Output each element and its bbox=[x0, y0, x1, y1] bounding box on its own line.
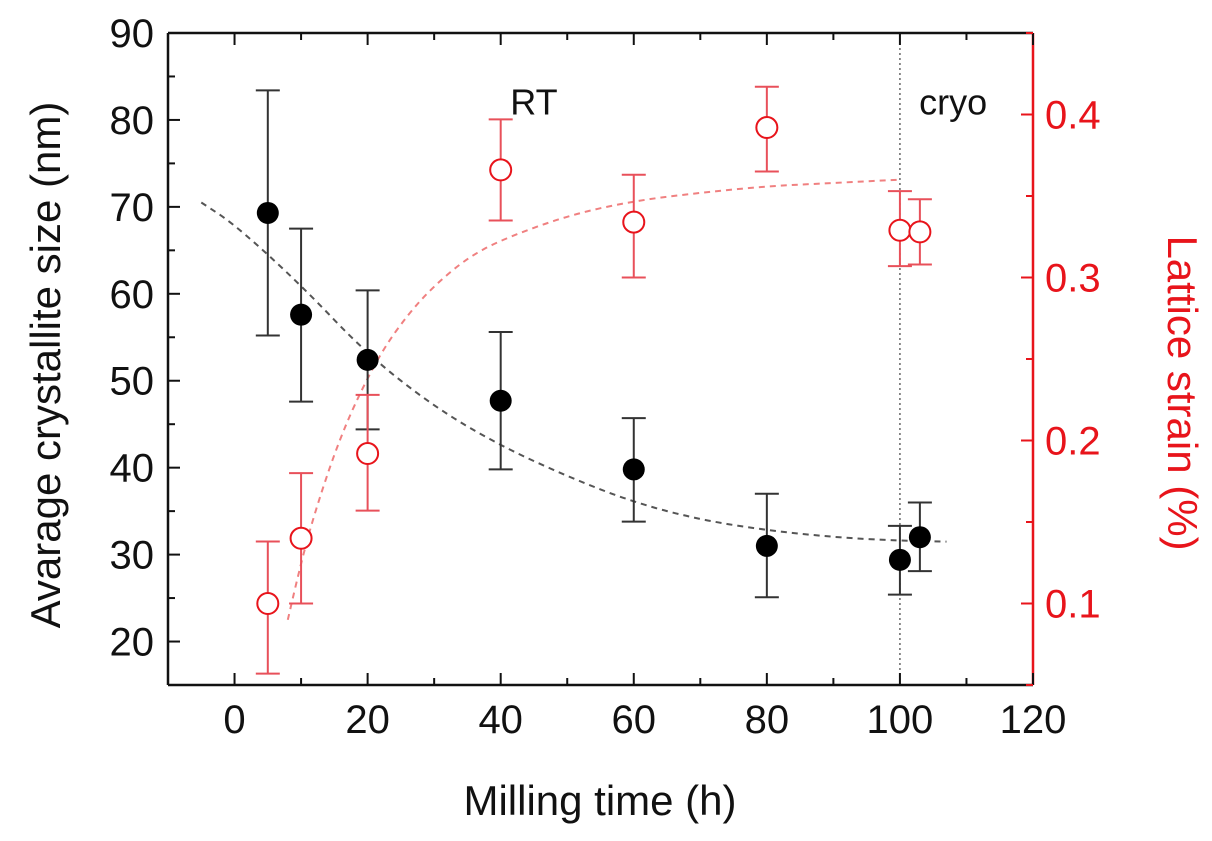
x-tick-label: 120 bbox=[1000, 698, 1067, 742]
lattice-strain-point bbox=[908, 220, 932, 244]
y-left-tick-label: 70 bbox=[110, 186, 155, 230]
x-tick-label: 80 bbox=[745, 698, 790, 742]
lattice-strain-point bbox=[489, 158, 513, 182]
ticks bbox=[167, 32, 1034, 686]
lattice-strain-point bbox=[256, 592, 280, 615]
y-left-tick-label: 40 bbox=[110, 447, 155, 491]
fit-curves bbox=[200, 178, 947, 621]
crystallite-size-point bbox=[256, 201, 279, 224]
y-right-tick-label: 0.2 bbox=[1045, 420, 1101, 464]
y-left-tick-label: 20 bbox=[110, 621, 155, 665]
error-bars bbox=[255, 85, 932, 675]
y-left-tick-label: 60 bbox=[110, 273, 155, 317]
y-right-tick-label: 0.4 bbox=[1045, 94, 1101, 138]
lattice-strain-point bbox=[888, 218, 912, 242]
x-tick-label: 100 bbox=[867, 698, 934, 742]
plot-frame bbox=[166, 31, 1035, 687]
tick-labels: 0 20 40 60 80 100 120 20 30 40 50 60 70 80 90 0.1 0.2 0.3… bbox=[110, 12, 1101, 742]
y-right-axis-title: Lattice strain (%) bbox=[1159, 235, 1206, 550]
y-right-tick-label: 0.1 bbox=[1045, 583, 1101, 627]
markers bbox=[256, 116, 932, 615]
labels: Milling time (h) Avarage crystallite siz… bbox=[22, 102, 1206, 824]
crystallite-size-point bbox=[290, 303, 313, 326]
x-tick-label: 40 bbox=[478, 698, 523, 742]
crystallite-size-point bbox=[356, 348, 379, 371]
lattice-strain-point bbox=[289, 526, 313, 550]
annotation-cryo: cryo bbox=[919, 82, 987, 123]
crystallite-size-point bbox=[908, 526, 931, 549]
annotation-rt: RT bbox=[510, 82, 557, 123]
crystallite-size-fit-curve bbox=[200, 201, 947, 543]
lattice-strain-fit-curve bbox=[286, 178, 900, 621]
y-right-tick-label: 0.3 bbox=[1045, 257, 1101, 301]
y-left-axis-title: Avarage crystallite size (nm) bbox=[22, 102, 69, 629]
x-tick-label: 0 bbox=[223, 698, 245, 742]
crystallite-size-point bbox=[755, 534, 778, 557]
annotations: RT cryo bbox=[510, 82, 987, 123]
lattice-strain-point bbox=[755, 116, 779, 140]
lattice-strain-point bbox=[356, 442, 380, 466]
x-tick-label: 60 bbox=[612, 698, 657, 742]
y-left-tick-label: 80 bbox=[110, 99, 155, 143]
crystallite-size-point bbox=[489, 389, 512, 412]
y-left-tick-label: 90 bbox=[110, 12, 155, 56]
y-left-tick-label: 30 bbox=[110, 534, 155, 578]
crystallite-size-point bbox=[622, 458, 645, 481]
x-axis-title: Milling time (h) bbox=[463, 777, 736, 824]
lattice-strain-point bbox=[622, 210, 646, 234]
crystallite-size-point bbox=[888, 548, 911, 571]
y-left-tick-label: 50 bbox=[110, 360, 155, 404]
x-tick-label: 20 bbox=[345, 698, 390, 742]
